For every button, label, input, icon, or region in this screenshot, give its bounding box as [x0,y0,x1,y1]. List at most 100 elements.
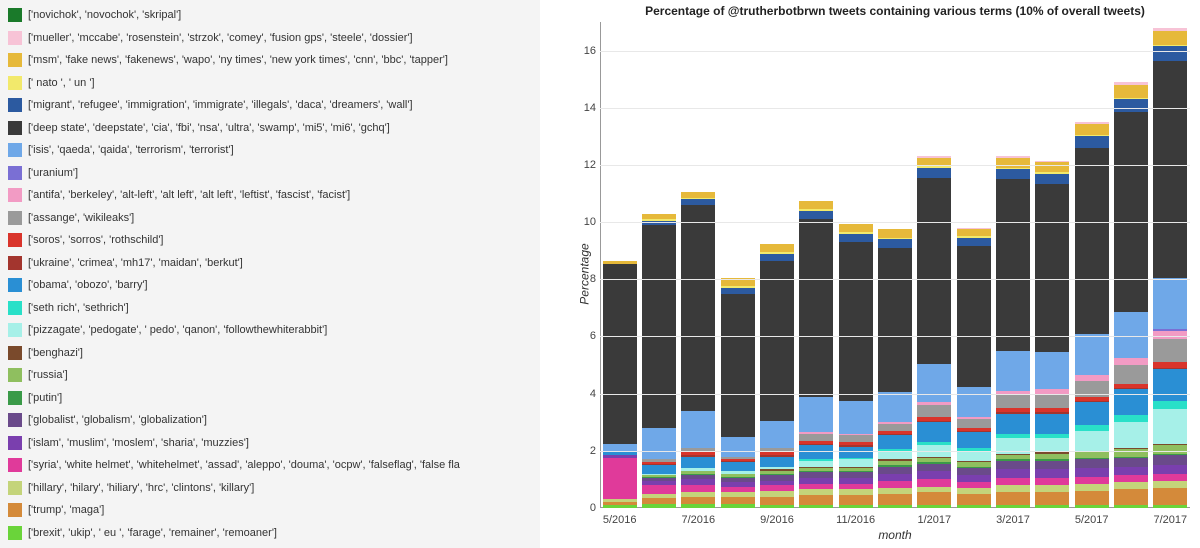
bar-segment [1153,31,1187,45]
bar-segment [760,252,794,253]
bar-segment [681,198,715,199]
bar-segment [878,465,912,466]
bar-segment [1153,28,1187,31]
bar-segment [681,475,715,479]
bar-segment [996,455,1030,459]
bar-segment [917,462,951,463]
bar-segment [839,242,873,401]
bar-segment [917,168,951,178]
legend-item: ['isis', 'qaeda', 'qaida', 'terrorism', … [8,141,532,160]
bar-segment [839,224,873,233]
bar-segment [1075,458,1109,459]
bar-segment [1153,329,1187,330]
bar-segment [681,468,715,471]
bar-segment [1035,452,1069,453]
bar-segment [1114,312,1148,358]
legend-swatch [8,458,22,472]
bar-segment [1114,82,1148,85]
bar-segment [1114,365,1148,384]
legend-label: ['syria', 'white helmet', 'whitehelmet',… [28,459,460,471]
legend-label: ['pizzagate', 'pedogate', ' pedo', 'qano… [28,324,327,336]
bar-segment [642,462,676,463]
legend-label: ['msm', 'fake news', 'fakenews', 'wapo',… [28,54,448,66]
bar-segment [799,489,833,495]
bar-segment [681,205,715,411]
bar-segment [878,392,912,422]
bar-segment [996,505,1030,508]
bar-segment [917,487,951,493]
x-tick-label: 3/2017 [996,514,1030,526]
bar-segment [799,478,833,484]
chart-area: Percentage of @trutherbotbrwn tweets con… [540,0,1200,548]
legend-item: ['msm', 'fake news', 'fakenews', 'wapo',… [8,51,532,70]
bar-segment [721,497,755,504]
bar-segment [799,219,833,396]
bar-segment [1035,454,1069,460]
legend-swatch [8,323,22,337]
y-tick-label: 12 [572,159,596,171]
bar-segment [642,498,676,504]
bar-segment [996,459,1030,460]
gridline [600,451,1190,452]
bar-segment [1153,444,1187,445]
bar-segment [839,234,873,243]
legend-item: ['antifa', 'berkeley', 'alt-left', 'alt … [8,186,532,205]
legend-item: ['obama', 'obozo', 'barry'] [8,276,532,295]
bar-segment [878,248,912,392]
legend-item: ['deep state', 'deepstate', 'cia', 'fbi'… [8,119,532,138]
bar-segment [957,505,991,508]
bar-segment [1153,465,1187,474]
y-tick-label: 14 [572,102,596,114]
bar-segment [603,458,637,499]
bar-segment [799,468,833,471]
bar-segment [1153,505,1187,508]
bar-segment [957,238,991,247]
bar-segment [878,481,912,488]
bar-segment [1075,402,1109,425]
legend-item: ['putin'] [8,389,532,408]
bar-segment [799,445,833,459]
bar-segment [681,474,715,475]
legend-label: ['assange', 'wikileaks'] [28,212,134,224]
legend-swatch [8,301,22,315]
bar-segment [1035,412,1069,413]
legend-label: ['seth rich', 'sethrich'] [28,302,129,314]
bar-segment [957,428,991,431]
bar-segment [681,411,715,448]
bar-segment [1114,457,1148,458]
bar-segment [1075,484,1109,491]
legend-item: ['mueller', 'mccabe', 'rosenstein', 'str… [8,29,532,48]
bar-segment [839,442,873,445]
gridline [600,165,1190,166]
bar-segment [996,179,1030,351]
legend-label: ['trump', 'maga'] [28,504,104,516]
legend-swatch [8,436,22,450]
legend-label: ['soros', 'sorros', 'rothschild'] [28,234,163,246]
bar-segment [1153,409,1187,443]
bar-segment [957,387,991,417]
legend-label: ['benghazi'] [28,347,83,359]
legend-label: ['ukraine', 'crimea', 'mh17', 'maidan', … [28,257,243,269]
bar-segment [642,225,676,428]
bar-segment [1153,401,1187,410]
bar-segment [681,457,715,468]
bar-segment [799,471,833,472]
bar-segment [917,417,951,421]
bar-segment [839,232,873,233]
legend-label: ['islam', 'muslim', 'moslem', 'sharia', … [28,437,249,449]
bar-segment [878,434,912,435]
bar-segment [721,487,755,493]
y-tick-label: 2 [572,445,596,457]
bar-segment [878,461,912,465]
bar-segment [1075,459,1109,468]
bar-segment [1075,505,1109,508]
bar-segment [839,505,873,508]
bar-segment [1035,469,1069,478]
legend-item: ['russia'] [8,366,532,385]
bar-segment [1035,461,1069,470]
bar-segment [721,474,755,477]
bar-segment [799,434,833,441]
bar-segment [1153,46,1187,60]
legend-swatch [8,413,22,427]
bar-segment [1153,369,1187,400]
